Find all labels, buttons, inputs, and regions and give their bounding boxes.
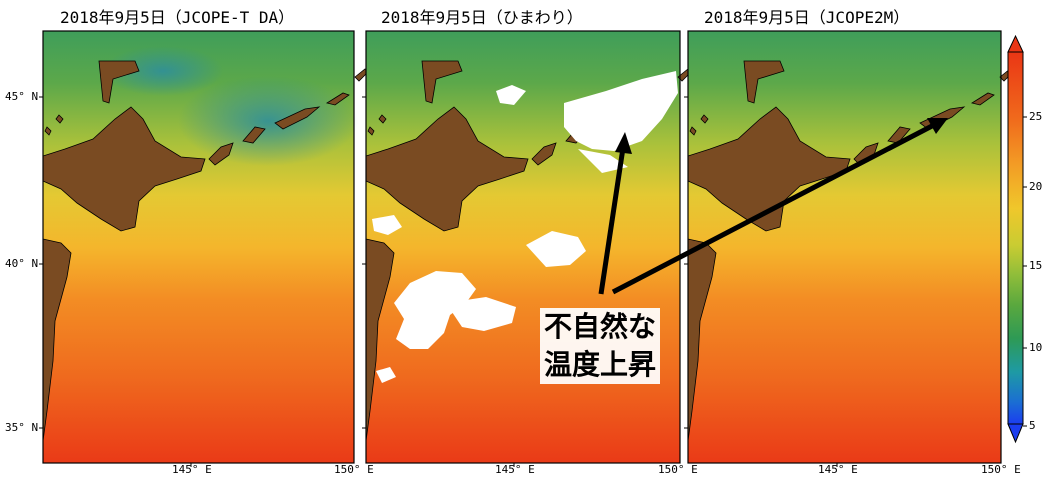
colorbar-scale xyxy=(1007,51,1024,425)
cold-water-patch xyxy=(178,76,358,166)
panel-title-3: 2018年9月5日（JCOPE2M） xyxy=(704,8,910,27)
arrow-to-himawari xyxy=(598,147,626,295)
cold-water-patch xyxy=(103,46,223,96)
lon-label-150-p1: 150° E xyxy=(334,463,374,476)
cloud-mask xyxy=(372,71,678,383)
panel-himawari xyxy=(365,30,693,464)
panel-title-1: 2018年9月5日（JCOPE-T DA） xyxy=(60,8,295,27)
lat-label-40: 40° N xyxy=(5,257,39,270)
colorbar-label-25: 25 xyxy=(1029,110,1043,123)
colorbar-top-arrow xyxy=(1007,34,1024,53)
arrowhead xyxy=(927,118,948,134)
colorbar-bottom-arrow xyxy=(1007,423,1024,444)
lat-label-35: 35° N xyxy=(5,421,39,434)
arrow-to-jcope2m xyxy=(611,123,934,295)
colorbar-label-15: 15 xyxy=(1029,259,1043,272)
annotation-text: 不自然な 温度上昇 xyxy=(540,308,661,384)
colorbar-label-20: 20 xyxy=(1029,180,1043,193)
sea-surface xyxy=(688,31,1001,463)
axis-ticks xyxy=(39,96,838,467)
colorbar-label-10: 10 xyxy=(1029,341,1043,354)
panel-jcope2m xyxy=(687,30,1015,464)
annotation-line-2: 温度上昇 xyxy=(544,348,657,381)
lon-label-150-p2: 150° E xyxy=(658,463,698,476)
colorbar-label-5: 5 xyxy=(1029,419,1036,432)
arrowhead xyxy=(615,132,632,154)
colorbar xyxy=(1007,34,1027,444)
lon-label-145-p1: 145° E xyxy=(172,463,212,476)
annotation-line-1: 不自然な xyxy=(544,310,657,343)
panel-title-2: 2018年9月5日（ひまわり） xyxy=(381,8,583,27)
lon-label-145-p2: 145° E xyxy=(495,463,535,476)
lat-label-45: 45° N xyxy=(5,90,39,103)
lon-label-145-p3: 145° E xyxy=(818,463,858,476)
lon-label-150-p3: 150° E xyxy=(981,463,1021,476)
annotation-arrows xyxy=(598,118,948,295)
panel-jcope-t-da xyxy=(42,30,370,464)
